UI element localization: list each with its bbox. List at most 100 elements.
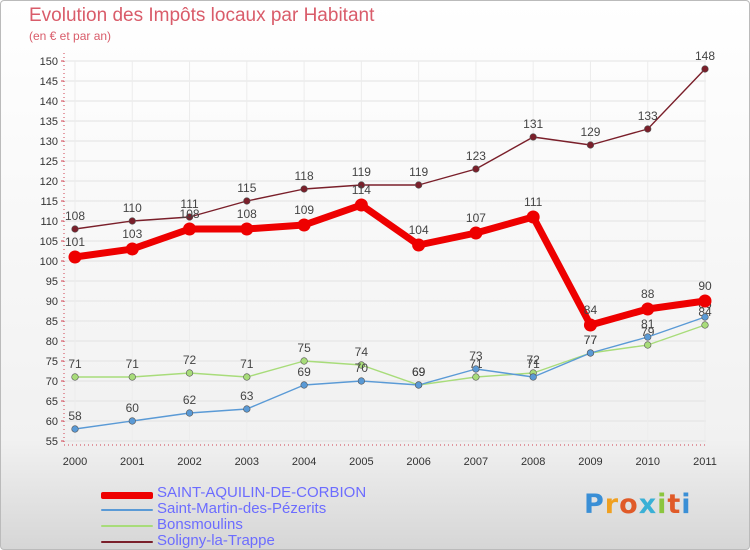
data-point — [701, 313, 709, 321]
y-tick-label: 70 — [46, 376, 58, 388]
x-tick-label: 2004 — [292, 456, 316, 468]
data-point — [71, 373, 79, 381]
data-point — [300, 381, 308, 389]
data-point — [415, 181, 423, 189]
x-tick-label: 2009 — [578, 456, 602, 468]
y-tick-label: 90 — [46, 296, 58, 308]
data-label: 110 — [123, 201, 142, 215]
data-point — [71, 225, 79, 233]
data-point — [243, 405, 251, 413]
data-point — [698, 294, 712, 308]
data-label: 73 — [469, 349, 483, 363]
y-tick-label: 75 — [46, 356, 58, 368]
data-point — [185, 369, 194, 377]
data-point — [68, 250, 82, 264]
x-tick-label: 2002 — [177, 456, 201, 468]
data-point — [641, 302, 655, 316]
data-label: 72 — [527, 353, 541, 367]
data-point — [701, 65, 709, 73]
data-point — [357, 377, 365, 385]
data-point — [472, 373, 480, 381]
data-label: 63 — [240, 389, 254, 403]
data-label: 58 — [68, 409, 82, 423]
data-label: 123 — [466, 149, 486, 163]
logo-letter: t — [667, 489, 682, 520]
legend-label: Soligny-la-Trappe — [157, 532, 275, 549]
data-point — [128, 417, 136, 425]
data-point — [297, 218, 311, 232]
data-label: 69 — [412, 365, 426, 379]
y-tick-label: 100 — [40, 256, 58, 268]
data-label: 131 — [523, 117, 543, 131]
data-label: 118 — [295, 169, 314, 183]
data-label: 109 — [294, 203, 314, 217]
data-label: 148 — [695, 49, 715, 63]
data-label: 60 — [126, 401, 140, 415]
data-label: 75 — [297, 341, 311, 355]
data-label: 72 — [183, 353, 197, 367]
x-tick-label: 2001 — [120, 456, 144, 468]
data-point — [583, 318, 597, 332]
logo-letter: P — [584, 489, 605, 520]
data-point — [526, 210, 540, 224]
data-label: 133 — [638, 109, 658, 123]
y-tick-label: 85 — [46, 316, 58, 328]
y-tick-label: 65 — [46, 396, 58, 408]
data-label: 88 — [641, 287, 655, 301]
data-label: 71 — [240, 357, 254, 371]
data-label: 119 — [409, 165, 428, 179]
data-label: 103 — [122, 227, 142, 241]
y-tick-label: 120 — [40, 176, 58, 188]
data-label: 77 — [584, 333, 598, 347]
logo-letter: i — [681, 489, 692, 520]
chart-subtitle: (en € et par an) — [29, 29, 112, 43]
data-point — [357, 361, 365, 369]
legend-label: Bonsmoulins — [157, 516, 243, 533]
data-point — [644, 333, 652, 341]
data-label: 119 — [352, 165, 371, 179]
logo-letter: x — [638, 489, 658, 520]
x-tick-label: 2003 — [235, 456, 259, 468]
data-label: 70 — [355, 361, 369, 375]
x-tick-label: 2000 — [63, 456, 87, 468]
data-point — [412, 238, 426, 252]
x-tick-label: 2005 — [349, 456, 373, 468]
x-tick-label: 2011 — [693, 456, 717, 468]
data-point — [183, 222, 197, 236]
legend-swatch — [101, 525, 153, 527]
data-point — [586, 141, 595, 149]
y-tick-label: 115 — [40, 196, 58, 208]
data-point — [300, 185, 308, 193]
y-tick-label: 150 — [40, 56, 58, 68]
data-label: 101 — [65, 235, 85, 249]
data-point — [71, 425, 79, 433]
data-point — [240, 222, 254, 236]
data-point — [125, 242, 139, 256]
data-point — [586, 349, 595, 357]
legend-swatch — [101, 541, 153, 543]
data-point — [357, 181, 365, 189]
logo-letter: r — [604, 489, 620, 520]
data-point — [472, 165, 480, 173]
data-label: 77 — [584, 333, 598, 347]
data-label: 84 — [584, 303, 598, 317]
data-label: 104 — [409, 223, 429, 237]
y-tick-label: 80 — [46, 336, 58, 348]
data-point — [128, 373, 136, 381]
data-point — [300, 357, 308, 365]
legend-label: SAINT-AQUILIN-DE-CORBION — [157, 484, 367, 501]
legend-label: Saint-Martin-des-Pézerits — [157, 500, 327, 517]
data-point — [469, 226, 483, 240]
data-point — [644, 341, 652, 349]
y-tick-label: 105 — [40, 236, 58, 248]
legend-swatch — [101, 492, 153, 499]
data-label: 111 — [180, 197, 199, 211]
y-tick-label: 130 — [40, 136, 58, 148]
series-line — [74, 324, 706, 386]
data-label: 69 — [412, 365, 426, 379]
data-label: 81 — [641, 317, 655, 331]
data-point — [529, 133, 537, 141]
data-point — [243, 197, 251, 205]
legend-swatch — [101, 509, 153, 511]
data-label: 111 — [524, 195, 543, 209]
